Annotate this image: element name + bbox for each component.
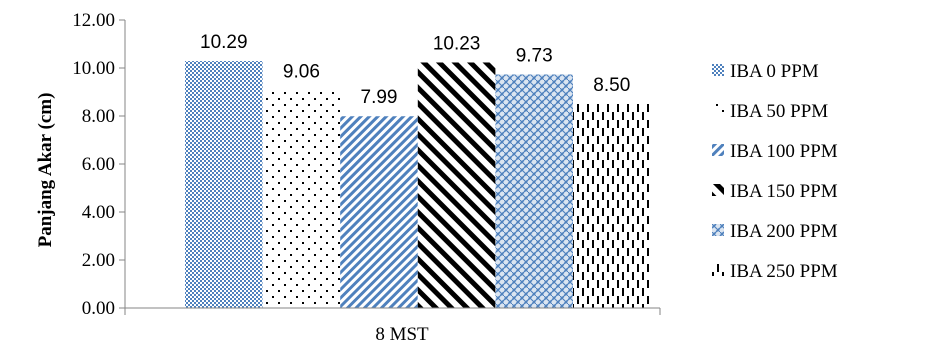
bar-4 bbox=[417, 62, 496, 309]
legend-swatch-2 bbox=[712, 104, 724, 116]
data-label-5: 9.73 bbox=[516, 45, 553, 66]
legend-label-5: IBA 200 PPM bbox=[730, 221, 838, 242]
y-axis-ticks: 0.00 2.00 4.00 6.00 8.00 10.00 12.00 bbox=[72, 10, 125, 319]
bar-6 bbox=[573, 104, 651, 308]
legend-swatch-1 bbox=[712, 64, 724, 76]
bar-1 bbox=[185, 61, 263, 308]
y-tick-label: 2.00 bbox=[82, 250, 115, 271]
legend-swatch-3 bbox=[712, 144, 724, 156]
legend-swatch-4 bbox=[712, 184, 724, 196]
y-tick-label: 12.00 bbox=[72, 10, 115, 31]
data-labels: 10.29 9.06 7.99 10.23 9.73 8.50 bbox=[200, 32, 630, 108]
legend-label-4: IBA 150 PPM bbox=[730, 181, 838, 202]
data-label-6: 8.50 bbox=[593, 75, 630, 96]
x-tick-label: 8 MST bbox=[375, 324, 429, 345]
legend-label-2: IBA 50 PPM bbox=[730, 101, 828, 122]
y-tick-label: 4.00 bbox=[82, 202, 115, 223]
y-axis-title: Panjang Akar (cm) bbox=[35, 93, 56, 248]
legend: IBA 0 PPM IBA 50 PPM IBA 100 PPM IBA 150 PP… bbox=[712, 61, 838, 282]
legend-swatch-5 bbox=[712, 224, 724, 236]
data-label-4: 10.23 bbox=[433, 33, 481, 54]
legend-swatch-6 bbox=[712, 264, 724, 276]
legend-label-3: IBA 100 PPM bbox=[730, 141, 838, 162]
data-label-1: 10.29 bbox=[200, 32, 248, 53]
legend-label-6: IBA 250 PPM bbox=[730, 261, 838, 282]
bar-5 bbox=[495, 74, 573, 308]
bar-3 bbox=[340, 116, 418, 309]
y-tick-label: 6.00 bbox=[82, 154, 115, 175]
y-tick-label: 8.00 bbox=[82, 106, 115, 127]
data-label-2: 9.06 bbox=[283, 62, 320, 83]
y-tick-label: 10.00 bbox=[72, 58, 115, 79]
data-label-3: 7.99 bbox=[361, 87, 398, 108]
y-tick-label: 0.00 bbox=[82, 298, 115, 319]
legend-label-1: IBA 0 PPM bbox=[730, 61, 819, 82]
bar-2 bbox=[262, 90, 341, 308]
bars bbox=[185, 61, 651, 309]
